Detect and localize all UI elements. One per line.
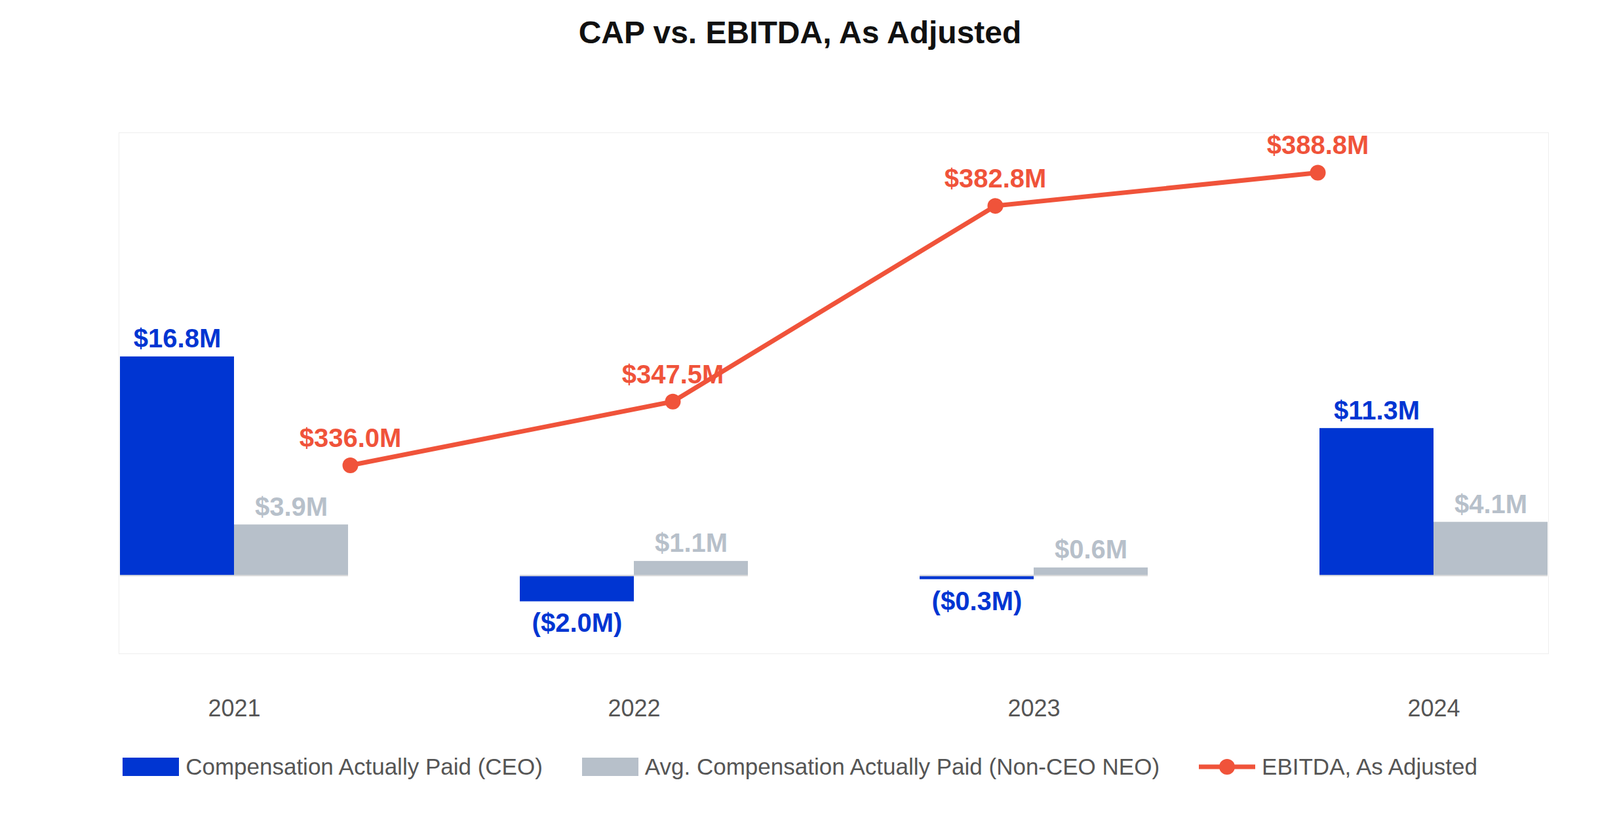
svg-text:2021: 2021 (207, 694, 261, 722)
svg-text:$382.8M: $382.8M (944, 163, 1047, 193)
html-text:Compensation Actually Paid (CE: Compensation Actually Paid (CEO) (185, 753, 543, 780)
html-text:CAP vs. EBITDA, As Adjusted: CAP vs. EBITDA, As Adjusted (578, 15, 1022, 50)
svg-text:$336.0M: $336.0M (299, 423, 402, 453)
svg-text:($2.0M): ($2.0M) (532, 608, 623, 638)
svg-text:$1.1M: $1.1M (654, 528, 728, 558)
svg-text:$347.5M: $347.5M (622, 359, 725, 389)
svg-text:$16.8M: $16.8M (133, 323, 221, 353)
svg-text:2024: 2024 (1407, 694, 1460, 722)
svg-text:$11.3M: $11.3M (1333, 395, 1420, 425)
svg-text:$4.1M: $4.1M (1454, 489, 1528, 519)
svg-text:2023: 2023 (1007, 694, 1060, 722)
html-text:Avg. Compensation Actually Pai: Avg. Compensation Actually Paid (Non-CEO… (644, 753, 1160, 780)
svg-text:$0.6M: $0.6M (1054, 534, 1128, 564)
svg-text:($0.3M): ($0.3M) (932, 586, 1023, 616)
svg-text:$3.9M: $3.9M (254, 492, 328, 522)
html-text:EBITDA, As Adjusted: EBITDA, As Adjusted (1261, 753, 1478, 780)
svg-text:2022: 2022 (607, 694, 661, 722)
svg-text:$388.8M: $388.8M (1267, 130, 1370, 160)
